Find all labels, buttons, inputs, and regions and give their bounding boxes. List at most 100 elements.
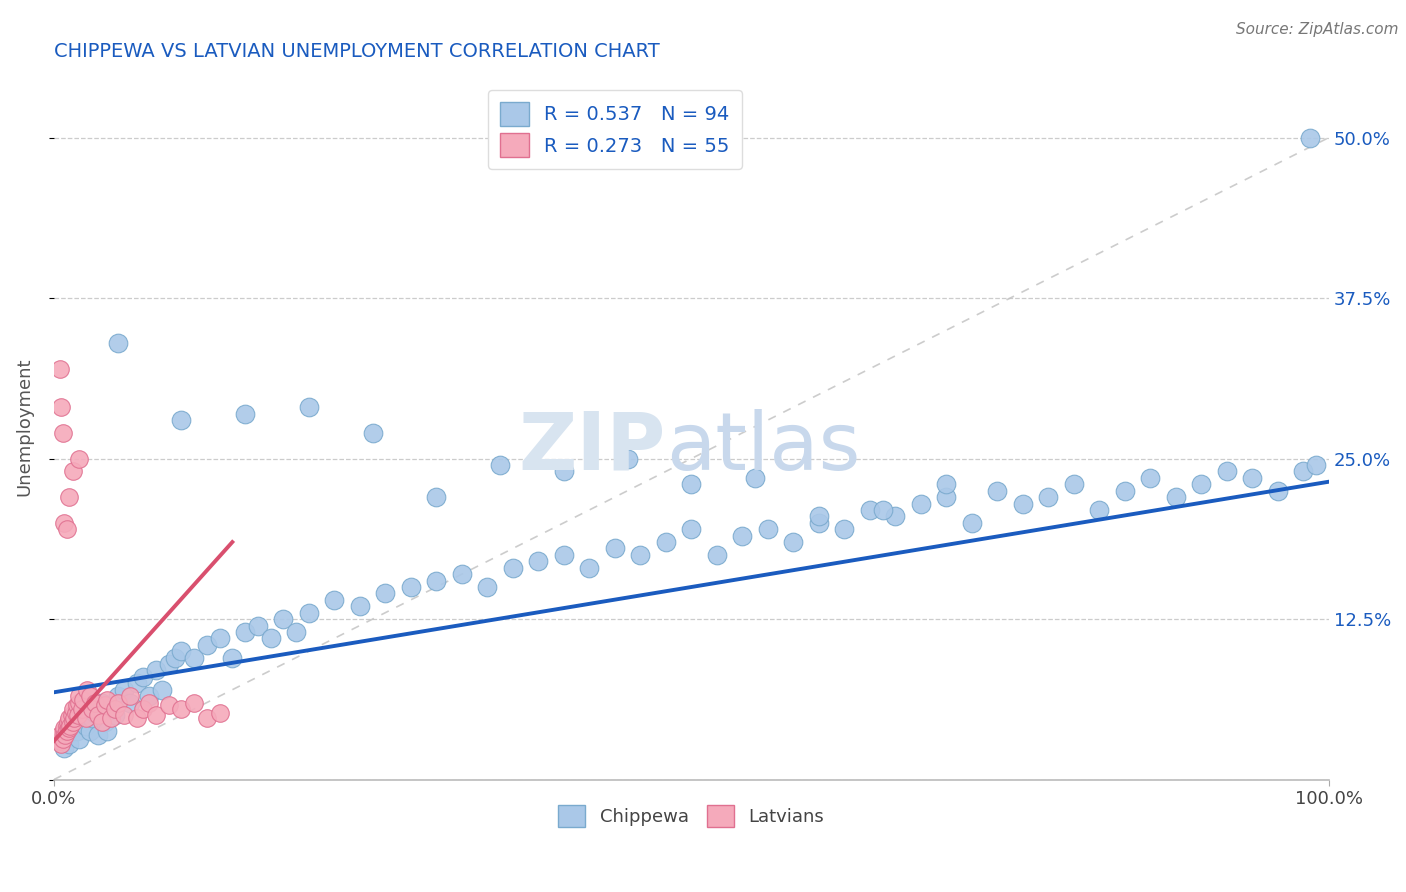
Point bbox=[450, 567, 472, 582]
Point bbox=[935, 490, 957, 504]
Point bbox=[53, 740, 76, 755]
Point bbox=[285, 624, 308, 639]
Point bbox=[100, 702, 122, 716]
Point bbox=[55, 719, 77, 733]
Point bbox=[67, 708, 90, 723]
Text: atlas: atlas bbox=[666, 409, 860, 487]
Point bbox=[60, 708, 83, 723]
Point bbox=[83, 696, 105, 710]
Point bbox=[910, 497, 932, 511]
Point bbox=[62, 702, 84, 716]
Point bbox=[1189, 477, 1212, 491]
Text: Source: ZipAtlas.com: Source: ZipAtlas.com bbox=[1236, 22, 1399, 37]
Point bbox=[832, 522, 855, 536]
Y-axis label: Unemployment: Unemployment bbox=[15, 358, 32, 496]
Point bbox=[100, 711, 122, 725]
Point bbox=[960, 516, 983, 530]
Point bbox=[1114, 483, 1136, 498]
Point bbox=[145, 664, 167, 678]
Point bbox=[107, 696, 129, 710]
Point bbox=[628, 548, 651, 562]
Point bbox=[75, 719, 97, 733]
Point bbox=[66, 723, 89, 738]
Point bbox=[1088, 503, 1111, 517]
Point bbox=[1216, 465, 1239, 479]
Point bbox=[489, 458, 512, 472]
Point bbox=[125, 711, 148, 725]
Point bbox=[67, 689, 90, 703]
Point bbox=[553, 465, 575, 479]
Point bbox=[67, 731, 90, 746]
Point bbox=[58, 737, 80, 751]
Point bbox=[986, 483, 1008, 498]
Point bbox=[756, 522, 779, 536]
Point bbox=[58, 711, 80, 725]
Point bbox=[49, 728, 72, 742]
Point bbox=[87, 728, 110, 742]
Point bbox=[163, 650, 186, 665]
Point bbox=[157, 698, 180, 713]
Point bbox=[1011, 497, 1033, 511]
Point bbox=[58, 490, 80, 504]
Point bbox=[58, 721, 80, 735]
Point bbox=[70, 714, 93, 729]
Point bbox=[603, 541, 626, 556]
Point bbox=[59, 719, 82, 733]
Point bbox=[112, 708, 135, 723]
Point bbox=[807, 509, 830, 524]
Point bbox=[132, 670, 155, 684]
Point bbox=[246, 618, 269, 632]
Point bbox=[125, 676, 148, 690]
Point bbox=[744, 471, 766, 485]
Point bbox=[53, 728, 76, 742]
Point bbox=[170, 413, 193, 427]
Point bbox=[80, 711, 103, 725]
Point bbox=[208, 632, 231, 646]
Point bbox=[872, 503, 894, 517]
Point bbox=[52, 425, 75, 440]
Point bbox=[49, 361, 72, 376]
Point bbox=[104, 708, 127, 723]
Point bbox=[502, 560, 524, 574]
Point bbox=[76, 682, 98, 697]
Point bbox=[323, 592, 346, 607]
Point bbox=[259, 632, 281, 646]
Point bbox=[553, 548, 575, 562]
Point bbox=[51, 737, 73, 751]
Point bbox=[884, 509, 907, 524]
Point bbox=[75, 711, 97, 725]
Point bbox=[67, 696, 90, 710]
Point bbox=[233, 624, 256, 639]
Point bbox=[120, 696, 142, 710]
Point bbox=[298, 606, 321, 620]
Point bbox=[233, 407, 256, 421]
Point bbox=[52, 731, 75, 746]
Text: ZIP: ZIP bbox=[519, 409, 666, 487]
Point bbox=[1038, 490, 1060, 504]
Point bbox=[66, 698, 89, 713]
Point bbox=[706, 548, 728, 562]
Point bbox=[138, 696, 160, 710]
Point bbox=[91, 714, 114, 729]
Point bbox=[195, 711, 218, 725]
Point bbox=[83, 706, 105, 720]
Point bbox=[53, 721, 76, 735]
Point bbox=[731, 529, 754, 543]
Point bbox=[1267, 483, 1289, 498]
Point bbox=[55, 723, 77, 738]
Point bbox=[79, 689, 101, 703]
Point bbox=[157, 657, 180, 671]
Point bbox=[63, 711, 86, 725]
Point bbox=[681, 522, 703, 536]
Point bbox=[138, 689, 160, 703]
Point bbox=[208, 706, 231, 720]
Point bbox=[132, 702, 155, 716]
Point bbox=[91, 696, 114, 710]
Point bbox=[1298, 130, 1320, 145]
Point bbox=[1292, 465, 1315, 479]
Point bbox=[374, 586, 396, 600]
Point bbox=[65, 706, 87, 720]
Point bbox=[1305, 458, 1327, 472]
Point bbox=[55, 728, 77, 742]
Point bbox=[1241, 471, 1264, 485]
